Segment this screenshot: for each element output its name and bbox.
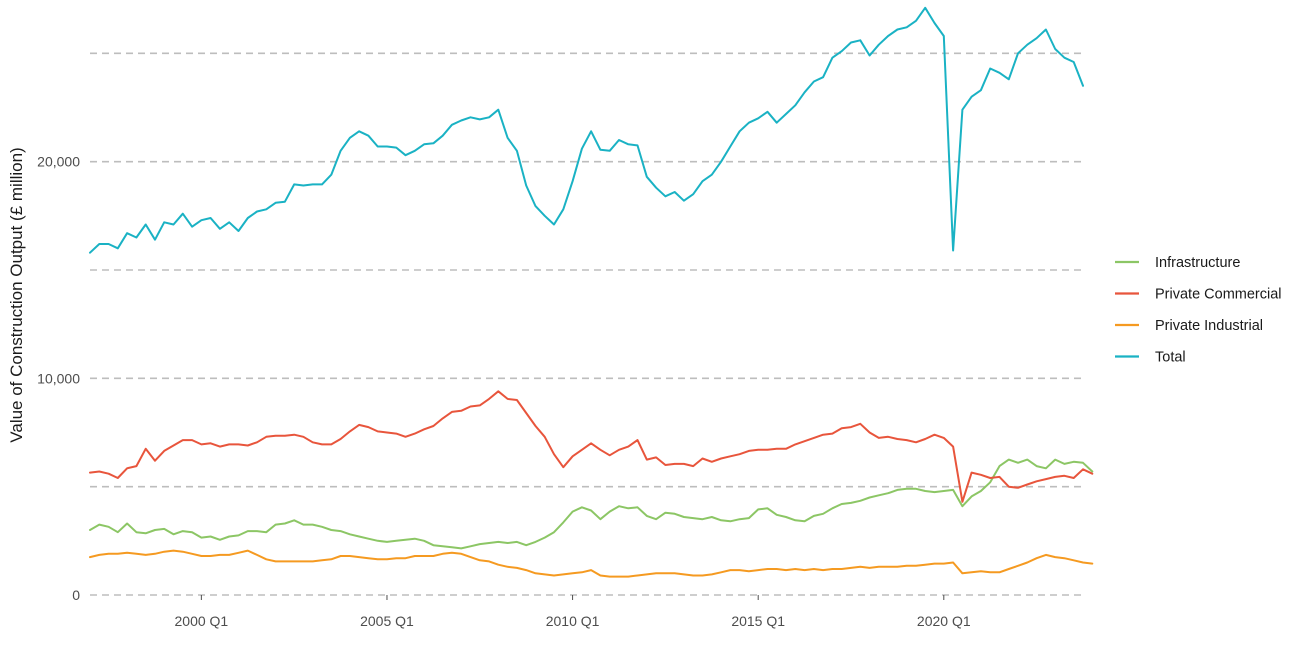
x-tick-label: 2020 Q1 bbox=[917, 613, 971, 629]
y-axis-title: Value of Construction Output (£ million) bbox=[7, 147, 26, 442]
legend-label-private-industrial: Private Industrial bbox=[1155, 318, 1263, 334]
x-tick-label: 2010 Q1 bbox=[546, 613, 600, 629]
series-lines bbox=[89, 6, 1094, 578]
legend-item-private-industrial: Private Industrial bbox=[1115, 318, 1263, 334]
legend-label-private-commercial: Private Commercial bbox=[1155, 287, 1282, 303]
series-line-private-industrial bbox=[89, 549, 1094, 578]
y-tick-label: 0 bbox=[72, 587, 80, 603]
legend: Infrastructure Private Commercial Private … bbox=[1115, 255, 1282, 366]
x-axis-tick-labels: 2000 Q1 2005 Q1 2010 Q1 2015 Q1 2020 Q1 bbox=[175, 595, 971, 629]
x-tick-label: 2015 Q1 bbox=[731, 613, 785, 629]
y-axis-tick-labels: 0 10,000 20,000 bbox=[37, 154, 80, 603]
series-line-infrastructure bbox=[89, 458, 1094, 550]
legend-item-private-commercial: Private Commercial bbox=[1115, 287, 1282, 303]
gridlines bbox=[90, 52, 1083, 596]
legend-label-total: Total bbox=[1155, 350, 1186, 366]
series-line-private-commercial bbox=[89, 390, 1094, 503]
x-tick-label: 2000 Q1 bbox=[175, 613, 229, 629]
legend-label-infrastructure: Infrastructure bbox=[1155, 255, 1240, 271]
y-tick-label: 10,000 bbox=[37, 370, 80, 386]
legend-item-infrastructure: Infrastructure bbox=[1115, 255, 1240, 271]
y-tick-label: 20,000 bbox=[37, 154, 80, 170]
series-line-total bbox=[89, 6, 1084, 254]
x-tick-label: 2005 Q1 bbox=[360, 613, 414, 629]
legend-item-total: Total bbox=[1115, 350, 1186, 366]
